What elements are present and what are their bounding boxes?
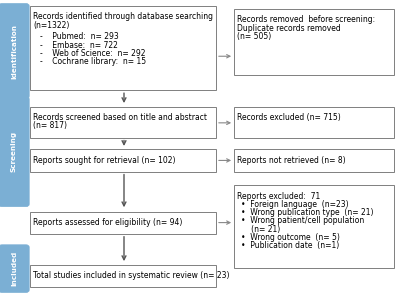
Text: -    Web of Science:  n= 292: - Web of Science: n= 292 bbox=[40, 49, 146, 58]
FancyBboxPatch shape bbox=[30, 149, 216, 172]
Text: Total studies included in systematic review (n= 23): Total studies included in systematic rev… bbox=[33, 271, 230, 280]
Text: •  Publication date  (n=1): • Publication date (n=1) bbox=[241, 241, 340, 250]
Text: Reports excluded:  71: Reports excluded: 71 bbox=[237, 192, 320, 200]
Text: Duplicate records removed: Duplicate records removed bbox=[237, 24, 341, 33]
Text: Records identified through database searching: Records identified through database sear… bbox=[33, 12, 213, 21]
FancyBboxPatch shape bbox=[234, 9, 394, 75]
FancyBboxPatch shape bbox=[234, 107, 394, 138]
FancyBboxPatch shape bbox=[30, 107, 216, 138]
Text: •  Wrong outcome  (n= 5): • Wrong outcome (n= 5) bbox=[241, 233, 340, 242]
FancyBboxPatch shape bbox=[0, 4, 29, 99]
FancyBboxPatch shape bbox=[30, 265, 216, 287]
Text: Reports not retrieved (n= 8): Reports not retrieved (n= 8) bbox=[237, 156, 346, 165]
Text: Records removed  before screening:: Records removed before screening: bbox=[237, 15, 375, 24]
Text: Records excluded (n= 715): Records excluded (n= 715) bbox=[237, 113, 341, 122]
Text: -    Pubmed:  n= 293: - Pubmed: n= 293 bbox=[40, 32, 119, 41]
Text: (n= 505): (n= 505) bbox=[237, 32, 272, 41]
Text: -    Embase:  n= 722: - Embase: n= 722 bbox=[40, 41, 118, 50]
Text: •  Wrong patient/cell population: • Wrong patient/cell population bbox=[241, 216, 364, 225]
Text: Identification: Identification bbox=[11, 24, 17, 78]
Text: (n= 817): (n= 817) bbox=[33, 121, 67, 130]
Text: Records screened based on title and abstract: Records screened based on title and abst… bbox=[33, 113, 207, 122]
FancyBboxPatch shape bbox=[0, 97, 29, 207]
Text: Reports sought for retrieval (n= 102): Reports sought for retrieval (n= 102) bbox=[33, 156, 176, 165]
Text: Screening: Screening bbox=[11, 131, 17, 172]
Text: Reports assessed for eligibility (n= 94): Reports assessed for eligibility (n= 94) bbox=[33, 218, 182, 227]
Text: (n=1322): (n=1322) bbox=[33, 21, 70, 30]
FancyBboxPatch shape bbox=[30, 212, 216, 234]
FancyBboxPatch shape bbox=[234, 185, 394, 268]
Text: -    Cochrane library:  n= 15: - Cochrane library: n= 15 bbox=[40, 57, 146, 66]
FancyBboxPatch shape bbox=[234, 149, 394, 172]
Text: •  Wrong publication type  (n= 21): • Wrong publication type (n= 21) bbox=[241, 208, 374, 217]
FancyBboxPatch shape bbox=[30, 6, 216, 90]
FancyBboxPatch shape bbox=[0, 245, 29, 292]
Text: Included: Included bbox=[11, 251, 17, 286]
Text: •  Foreign language  (n=23): • Foreign language (n=23) bbox=[241, 200, 349, 209]
Text: (n= 21): (n= 21) bbox=[244, 225, 280, 234]
